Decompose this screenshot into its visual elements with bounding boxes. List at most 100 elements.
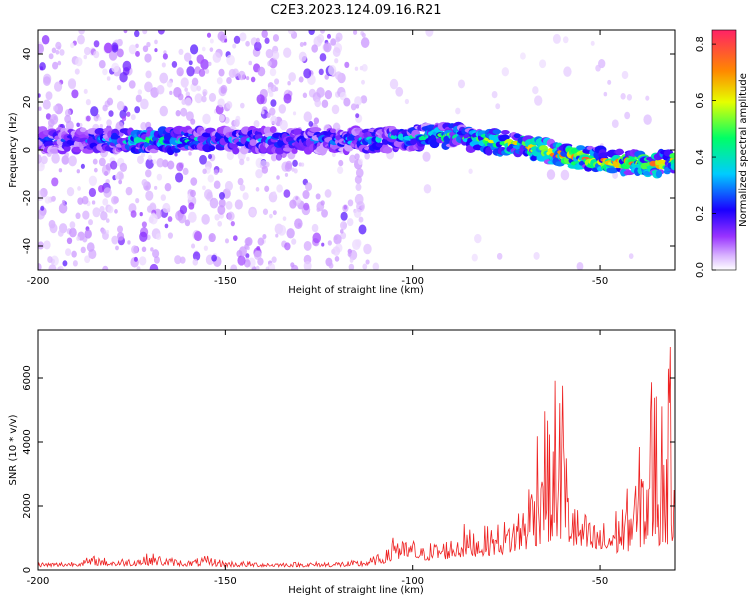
heatmap-cell (111, 195, 119, 205)
y-tick-label: 2000 (22, 493, 33, 518)
heatmap-cell (66, 237, 73, 245)
heatmap-cell (238, 70, 246, 81)
heatmap-cell (339, 229, 344, 234)
heatmap-cell (194, 93, 203, 104)
heatmap-cell (188, 151, 192, 156)
heatmap-cell (365, 259, 370, 265)
heatmap-cell (166, 80, 173, 88)
heatmap-cell (135, 43, 139, 49)
snr-x-label: Height of straight line (km) (288, 585, 424, 596)
heatmap-cell (196, 85, 202, 92)
heatmap-cell (51, 177, 59, 187)
x-tick-label: -150 (214, 276, 237, 287)
heatmap-cell (190, 177, 198, 186)
heatmap-cell (43, 76, 51, 86)
heatmap-cell (57, 229, 64, 237)
heatmap-cell (232, 68, 239, 77)
heatmap-cell (312, 232, 322, 244)
heatmap-cell (291, 264, 299, 270)
heatmap-cell (590, 40, 595, 46)
heatmap-cell (201, 46, 206, 52)
heatmap-cell (576, 262, 584, 270)
heatmap-cell (338, 159, 344, 167)
heatmap-cell (38, 43, 45, 54)
heatmap-cell (145, 190, 154, 201)
heatmap-cell (142, 45, 149, 53)
heatmap-cell (305, 182, 313, 191)
heatmap-cell (316, 87, 325, 98)
heatmap-cell (237, 255, 246, 266)
heatmap-cell (361, 32, 366, 38)
heatmap-cell (364, 152, 370, 160)
heatmap-cell (354, 66, 359, 71)
heatmap-cell (230, 221, 235, 227)
heatmap-cell (261, 30, 268, 39)
heatmap-cell (238, 246, 247, 257)
heatmap-cell (255, 187, 260, 192)
heatmap-cell (193, 231, 203, 242)
heatmap-cell (172, 148, 181, 153)
heatmap-cell (563, 66, 572, 77)
heatmap-cell (171, 61, 178, 68)
x-tick-label: -150 (214, 576, 237, 587)
heatmap-cell (389, 78, 399, 90)
heatmap-cell (140, 98, 149, 110)
heatmap-cell (202, 89, 208, 96)
heatmap-cell (43, 240, 51, 250)
heatmap-cell (284, 242, 291, 251)
heatmap-cell (347, 199, 354, 207)
heatmap-cell (74, 68, 80, 75)
snr-panel: -200 -150 -100 -50 0 2000 4000 6000 Height of … (8, 329, 676, 596)
heatmap-cell (239, 158, 245, 166)
heatmap-cell (91, 200, 96, 205)
heatmap-cell (620, 92, 626, 100)
heatmap-cell (85, 98, 91, 106)
heatmap-cell (227, 211, 235, 221)
heatmap-cell (123, 30, 128, 34)
heatmap-cell (534, 95, 543, 106)
heatmap-cell (130, 114, 136, 121)
heatmap-cell (212, 52, 222, 63)
heatmap-cell (265, 48, 274, 59)
x-tick-label: -200 (27, 276, 50, 287)
heatmap-cell (93, 167, 98, 173)
heatmap-cell (302, 92, 308, 99)
heatmap-cell (108, 49, 118, 61)
heatmap-cell (213, 180, 221, 189)
heatmap-cell (293, 128, 303, 137)
heatmap-cell (361, 64, 368, 72)
spectrogram-y-axis: -40 -20 0 20 40 (22, 48, 675, 254)
heatmap-cell (55, 49, 60, 55)
heatmap-cell (277, 224, 287, 236)
heatmap-cell (78, 122, 83, 128)
heatmap-cell (86, 242, 95, 252)
heatmap-cell (303, 260, 312, 270)
heatmap-cell (99, 205, 105, 213)
heatmap-cell (615, 148, 624, 156)
heatmap-cell (239, 32, 247, 42)
heatmap-cell (142, 30, 148, 35)
heatmap-cell (181, 99, 187, 106)
heatmap-cell (233, 118, 240, 127)
heatmap-cell (98, 184, 105, 193)
snr-line (38, 346, 675, 569)
heatmap-cell (257, 237, 265, 246)
heatmap-cell (144, 81, 153, 93)
heatmap-cell (128, 44, 137, 55)
heatmap-cell (93, 50, 100, 59)
heatmap-cell (45, 91, 53, 100)
heatmap-cell (116, 84, 122, 91)
heatmap-cell (355, 168, 364, 178)
heatmap-cell (156, 157, 165, 168)
heatmap-cell (375, 142, 385, 148)
heatmap-cell (298, 76, 304, 83)
x-tick-label: -100 (401, 576, 424, 587)
heatmap-cell (106, 97, 114, 106)
heatmap-cell (606, 167, 619, 174)
heatmap-cell (303, 41, 307, 46)
heatmap-cell (209, 47, 214, 52)
heatmap-cell (135, 50, 140, 57)
colorbar-ticks: 0.0 0.2 0.4 0.6 0.8 (695, 36, 716, 278)
heatmap-cell (287, 80, 291, 86)
heatmap-cell (105, 229, 110, 234)
